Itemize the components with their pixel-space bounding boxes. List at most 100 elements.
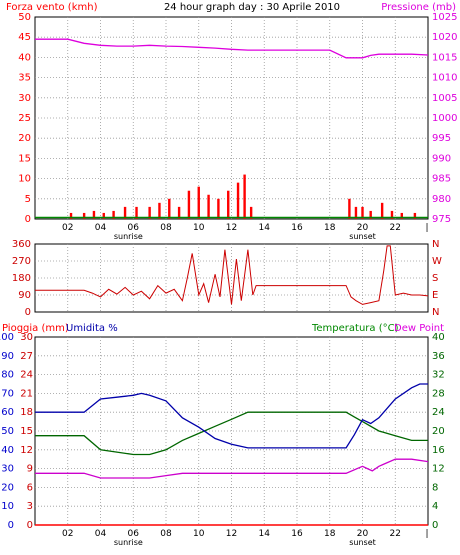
wind-bar xyxy=(197,186,200,219)
wind-bar xyxy=(207,194,210,219)
y-tick-label: 270 xyxy=(12,256,31,267)
y2-tick-label: E xyxy=(432,290,438,301)
wind-bar xyxy=(187,190,191,219)
humidity-tick-label: 10 xyxy=(1,501,14,512)
x-tick-label: 18 xyxy=(324,223,336,233)
y2-tick-label: N xyxy=(432,307,439,318)
wind-bar xyxy=(348,198,351,219)
wind-bar xyxy=(69,212,73,219)
wind-bar xyxy=(217,198,220,219)
y2-tick-label: N xyxy=(432,239,439,250)
y2-tick-label: 1015 xyxy=(432,52,457,63)
y2-tick-label: 28 xyxy=(432,388,445,399)
y-tick-label: 5 xyxy=(25,194,31,205)
x-tick-label: 08 xyxy=(160,529,172,539)
y-tick-label: 40 xyxy=(18,52,31,63)
wind-bar xyxy=(148,206,151,219)
wind-bar xyxy=(243,174,246,219)
rain-tick-label: 15 xyxy=(20,426,33,437)
humidity-line xyxy=(35,383,428,449)
dewpoint-axis-title: Dew Point xyxy=(394,323,444,334)
wind-bar xyxy=(236,182,240,219)
rain-tick-label: 0 xyxy=(27,520,33,531)
x-tick-label: 06 xyxy=(128,223,140,233)
humidity-tick-label: 0 xyxy=(8,520,14,531)
x-tick-label: 04 xyxy=(95,223,107,233)
x-tick-label: 22 xyxy=(390,529,401,539)
temperature-humidity-panel: 0010320630940125015601870218024902710030… xyxy=(0,332,445,547)
wind-bar xyxy=(112,210,115,219)
y-tick-label: 35 xyxy=(18,73,31,84)
y-tick-label: 0 xyxy=(25,307,31,318)
y2-tick-label: 24 xyxy=(432,407,445,418)
rain-tick-label: 3 xyxy=(27,501,33,512)
y2-tick-label: 32 xyxy=(432,370,445,381)
y-tick-label: 180 xyxy=(12,273,31,284)
x-tick-label: 02 xyxy=(62,529,73,539)
y-tick-label: 20 xyxy=(18,133,31,144)
x-tick-label: 14 xyxy=(259,529,271,539)
x-tick-label: 14 xyxy=(259,223,271,233)
x-tick-label: 02 xyxy=(62,223,73,233)
y-tick-label: 360 xyxy=(12,239,31,250)
temperature-axis-title: Temperatura (°C) xyxy=(311,323,399,334)
sunset-label: sunset xyxy=(349,538,376,547)
pressure-line xyxy=(35,38,429,59)
y-tick-label: 15 xyxy=(18,153,31,164)
y2-tick-label: 12 xyxy=(432,464,445,475)
x-tick-label: 04 xyxy=(95,529,107,539)
y2-tick-label: 4 xyxy=(432,501,438,512)
y2-tick-label: 0 xyxy=(432,520,438,531)
x-tick-label: 12 xyxy=(226,529,237,539)
x-tick-label: 06 xyxy=(128,529,140,539)
humidity-tick-label: 90 xyxy=(1,351,14,362)
x-tick-label: 10 xyxy=(193,529,205,539)
humidity-tick-label: 100 xyxy=(0,332,14,343)
y2-tick-label: 1020 xyxy=(432,32,457,43)
y-tick-label: 30 xyxy=(18,93,31,104)
y-tick-label: 90 xyxy=(18,290,31,301)
wind-bar xyxy=(168,198,171,219)
x-tick-label: 22 xyxy=(390,223,401,233)
x-tick-label: 12 xyxy=(226,223,237,233)
x-tick-label: 20 xyxy=(357,529,369,539)
y-tick-label: 10 xyxy=(18,174,31,185)
rain-tick-label: 9 xyxy=(27,464,33,475)
rain-tick-label: 30 xyxy=(20,332,33,343)
y2-tick-label: 995 xyxy=(432,133,451,144)
y2-tick-label: 1025 xyxy=(432,12,457,23)
dewpoint-line xyxy=(35,458,429,479)
y-tick-label: 25 xyxy=(18,113,31,124)
x-tick-label: 10 xyxy=(193,223,205,233)
humidity-tick-label: 50 xyxy=(1,426,14,437)
y2-tick-label: 1010 xyxy=(432,73,457,84)
y-tick-label: 0 xyxy=(25,214,31,225)
x-tick-label: 16 xyxy=(291,529,303,539)
humidity-axis-title: Umidita % xyxy=(66,323,118,334)
y2-tick-label: 16 xyxy=(432,445,445,456)
sunrise-label: sunrise xyxy=(114,538,143,547)
x-tick-label: 16 xyxy=(291,223,303,233)
wind-bar xyxy=(400,212,403,219)
y2-tick-label: 990 xyxy=(432,153,451,164)
rain-tick-label: 12 xyxy=(20,445,33,456)
wind-bar xyxy=(92,210,96,219)
wind-pressure-panel: 0510152025303540455097598098599099510001… xyxy=(18,12,457,241)
x-tick-label: 18 xyxy=(324,529,336,539)
wind-bar xyxy=(354,206,358,219)
y2-tick-label: 8 xyxy=(432,482,438,493)
y2-tick-label: 1005 xyxy=(432,93,457,104)
chart-title: 24 hour graph day : 30 Aprile 2010 xyxy=(164,2,340,13)
y2-tick-label: W xyxy=(432,256,442,267)
wind-bar xyxy=(249,206,253,219)
y-tick-label: 45 xyxy=(18,32,31,43)
sunset-label: sunset xyxy=(349,232,376,241)
wind-bar xyxy=(123,206,127,219)
humidity-tick-label: 30 xyxy=(1,464,14,475)
wind-bar xyxy=(390,210,394,219)
humidity-tick-label: 80 xyxy=(1,370,14,381)
wind-axis-title: Forza vento (kmh) xyxy=(6,2,98,13)
x-end-mark: | xyxy=(425,223,428,233)
